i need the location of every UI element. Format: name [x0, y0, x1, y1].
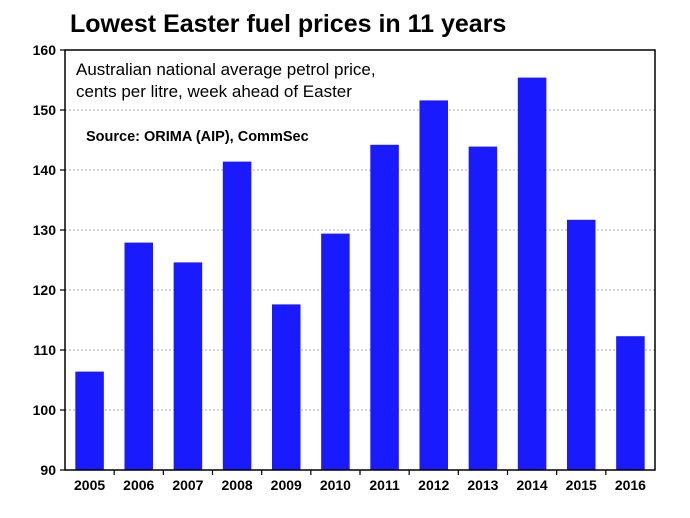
chart-subtitle-line-2: cents per litre, week ahead of Easter: [76, 82, 352, 101]
bar-2009: [271, 304, 301, 470]
plot-frame: [64, 49, 656, 471]
y-tick-label: 150: [33, 102, 57, 118]
x-axis-ticks: 2005 2006 2007 2008 2009 2010 2011 2012 2013 2014…: [74, 470, 646, 493]
y-tick-label: 130: [33, 222, 57, 238]
y-tick-label: 100: [33, 402, 57, 418]
x-tick-label: 2005: [74, 477, 105, 493]
bar-2015: [566, 219, 596, 470]
bar-2011: [370, 144, 399, 471]
x-tick-label: 2009: [271, 477, 302, 493]
x-tick-label: 2015: [566, 477, 597, 493]
bar-2008: [222, 161, 252, 470]
bar-2012: [419, 100, 449, 471]
y-tick-label: 90: [40, 462, 56, 478]
chart-source-note: Source: ORIMA (AIP), CommSec: [86, 129, 309, 145]
y-tick-label: 160: [33, 42, 57, 58]
x-tick-label: 2008: [222, 477, 253, 493]
x-tick-label: 2013: [467, 477, 498, 493]
bar-2014: [517, 77, 547, 470]
y-axis-ticks: 90 100 110 120 130 140 150 160: [33, 42, 65, 478]
x-tick-label: 2014: [517, 477, 548, 493]
y-tick-label: 140: [33, 162, 57, 178]
bar-2016: [616, 336, 645, 470]
x-tick-label: 2011: [369, 477, 400, 493]
chart-title: Lowest Easter fuel prices in 11 years: [70, 10, 507, 38]
y-tick-label: 120: [33, 282, 57, 298]
bars: [75, 77, 645, 471]
y-tick-label: 110: [33, 342, 56, 358]
x-tick-label: 2007: [172, 477, 203, 493]
x-tick-label: 2016: [615, 477, 646, 493]
bar-2007: [173, 262, 203, 470]
bar-2005: [75, 371, 104, 470]
x-tick-label: 2012: [418, 477, 449, 493]
bar-2010: [321, 233, 350, 470]
bar-2013: [468, 146, 498, 470]
x-tick-label: 2006: [123, 477, 154, 493]
x-tick-label: 2010: [320, 477, 351, 493]
gridlines: [65, 109, 655, 411]
chart-subtitle-line-1: Australian national average petrol price…: [76, 60, 376, 79]
bar-2006: [124, 242, 154, 470]
